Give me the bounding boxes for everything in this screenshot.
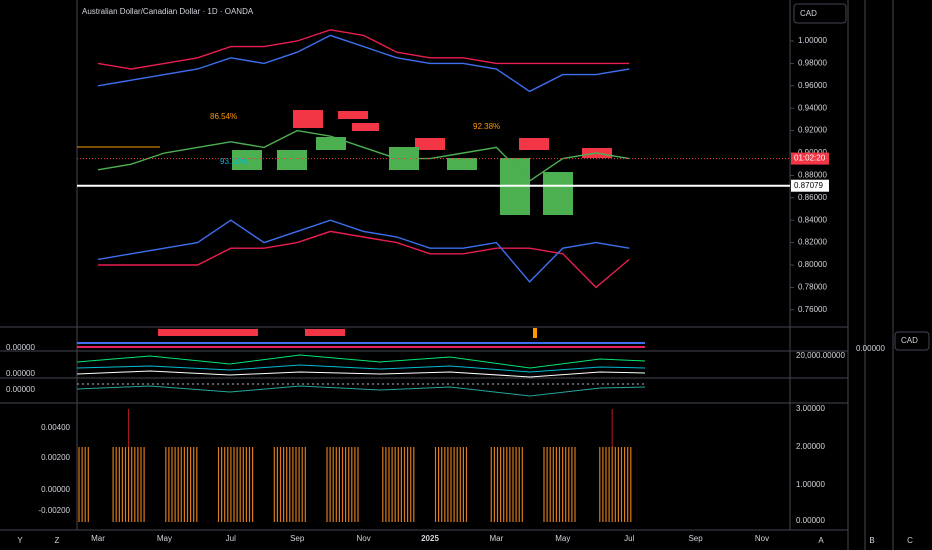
countdown-tag	[791, 152, 829, 165]
x-tick-label: Nov	[755, 534, 769, 543]
y-tick-label: 1.00000	[798, 36, 827, 45]
y-tick-label: 0.80000	[798, 260, 827, 269]
y-tick-label: 0.00400	[41, 423, 70, 432]
annotation: 92.38%	[473, 122, 500, 131]
level-tag-label: 0.87079	[794, 181, 823, 190]
series-line	[97, 129, 630, 182]
x-tick-label: Jul	[226, 534, 236, 543]
series-line	[97, 219, 630, 283]
y-tick-label: 0.96000	[798, 81, 827, 90]
annotation: 86.54%	[210, 112, 237, 121]
x-tick-label: Nov	[356, 534, 370, 543]
y-tick-label: 1.00000	[796, 480, 825, 489]
series-line	[97, 29, 630, 70]
x-tick-label: 2025	[421, 534, 439, 543]
nav-button[interactable]: Z	[55, 536, 60, 545]
y-tick-label: 3.00000	[796, 404, 825, 413]
x-tick-label: Mar	[91, 534, 105, 543]
currency[interactable]: CAD	[901, 336, 918, 345]
y-tick-label: 0.78000	[798, 283, 827, 292]
y-tick-label: -0.00200	[38, 506, 70, 515]
x-tick-label: Mar	[490, 534, 504, 543]
x-tick-label: Jul	[624, 534, 634, 543]
x-tick-label: May	[157, 534, 172, 543]
y-tick-label: 0.00000	[796, 516, 825, 525]
indicator-label: 0.00000	[6, 343, 35, 352]
x-tick-label: Sep	[688, 534, 703, 543]
indicator-label: 0.00000	[856, 344, 885, 353]
indicator-label: 0.00000	[6, 385, 35, 394]
y-tick-label: 0.82000	[798, 238, 827, 247]
chart-title: Australian Dollar/Canadian Dollar · 1D ·…	[82, 7, 254, 16]
series-line	[97, 34, 630, 93]
y-tick-label: 0.92000	[798, 126, 827, 135]
x-tick-label: Sep	[290, 534, 305, 543]
indicator-label: 0.00000	[6, 369, 35, 378]
y-tick-label: 0.98000	[798, 59, 827, 68]
x-tick-label: May	[555, 534, 570, 543]
level-tag	[791, 179, 829, 192]
currency[interactable]: CAD	[800, 9, 817, 18]
y-tick-label: 0.76000	[798, 305, 827, 314]
y-tick-label: 0.00200	[41, 453, 70, 462]
currency-box[interactable]	[894, 331, 930, 351]
y-tick-label: 0.88000	[798, 171, 827, 180]
currency-box[interactable]	[793, 3, 847, 24]
countdown: 01:02:20	[794, 154, 826, 163]
annotation: 93.10%	[220, 157, 247, 166]
y-tick-label: 0.84000	[798, 215, 827, 224]
nav-button[interactable]: B	[869, 536, 874, 545]
y-tick-label: 2.00000	[796, 442, 825, 451]
indicator-label: 20,000.00000	[796, 351, 845, 360]
series-line	[98, 230, 630, 289]
y-tick-label: 0.86000	[798, 193, 827, 202]
nav-button[interactable]: C	[907, 536, 913, 545]
nav-button[interactable]: Y	[17, 536, 23, 545]
indicator-panels	[76, 328, 646, 397]
histogram	[78, 409, 632, 522]
nav-button[interactable]: A	[818, 536, 824, 545]
y-tick-label: 0.00000	[41, 485, 70, 494]
y-tick-label: 0.94000	[798, 103, 827, 112]
